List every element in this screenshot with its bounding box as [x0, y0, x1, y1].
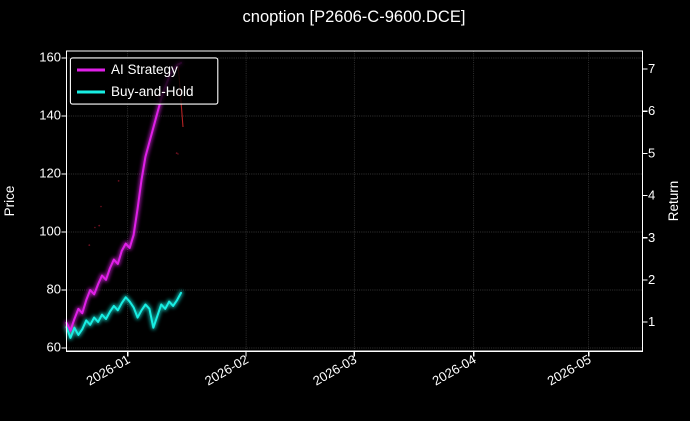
svg-text:Price: Price — [2, 186, 17, 217]
svg-text:5: 5 — [648, 145, 655, 160]
svg-text:100: 100 — [39, 224, 61, 239]
svg-text:7: 7 — [648, 61, 655, 76]
svg-text:3: 3 — [648, 230, 655, 245]
svg-text:6: 6 — [648, 103, 655, 118]
svg-text:120: 120 — [39, 166, 61, 181]
svg-text:cnoption [P2606-C-9600.DCE]: cnoption [P2606-C-9600.DCE] — [243, 8, 466, 26]
svg-text:2: 2 — [648, 272, 655, 287]
svg-text:80: 80 — [47, 282, 61, 297]
svg-text:Return: Return — [666, 181, 681, 222]
svg-text:4: 4 — [648, 188, 655, 203]
svg-text:160: 160 — [39, 50, 61, 65]
svg-text:60: 60 — [47, 340, 61, 355]
svg-text:AI Strategy: AI Strategy — [111, 62, 178, 77]
svg-text:1: 1 — [648, 314, 655, 329]
svg-text:Buy-and-Hold: Buy-and-Hold — [111, 84, 194, 99]
svg-text:140: 140 — [39, 108, 61, 123]
